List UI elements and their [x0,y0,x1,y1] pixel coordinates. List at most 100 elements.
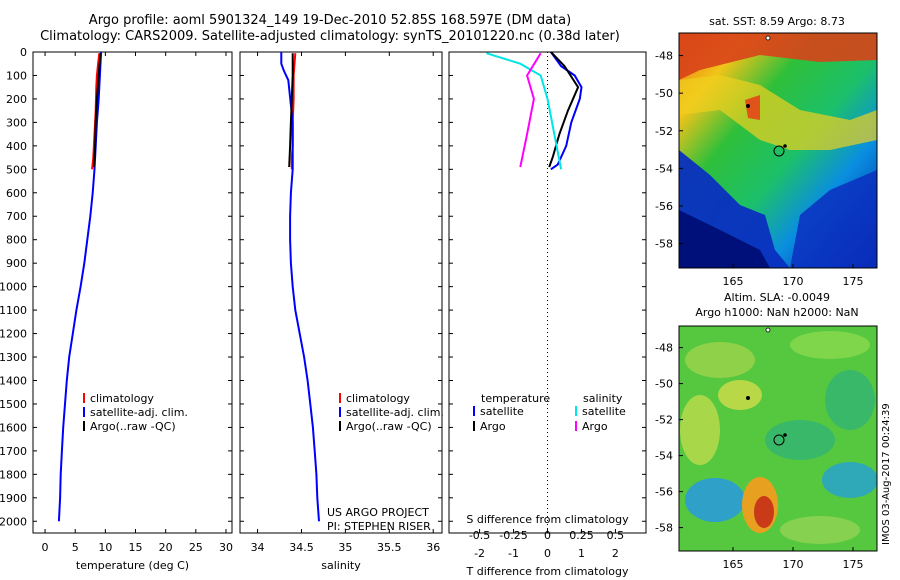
legend-label: satellite [582,405,626,418]
map-lon-label: 165 [723,558,744,571]
sst-map: sat. SST: 8.59 Argo: 8.73 165 170 175 -48 -5… [655,15,878,288]
T-difference-label: T difference from climatology [466,565,629,578]
temperature-xlabel: temperature (deg C) [76,559,189,572]
temperature-xtick-label: 25 [189,541,203,554]
depth-tick-label: 1600 [0,421,27,434]
sst-argo-position-marker [773,145,785,157]
temperature-xtick-label: 30 [219,541,233,554]
depth-tick-label: 1500 [0,398,27,411]
depth-tick-label: 1900 [0,492,27,505]
temperature-plot-area [32,51,233,534]
T-difference-tick-label: 2 [612,547,619,560]
difference-panel: -2 -1 0 1 2 -0.5 -0.25 0 0.25 0.5 S difference fro… [448,51,647,578]
salinity-series-blue [280,52,320,522]
depth-tick-label: 700 [6,210,27,223]
map-lon-label: 170 [783,558,804,571]
difference-series-magenta [519,52,542,168]
figure-title-line1: Argo profile: aoml 5901324_149 19-Dec-20… [88,13,572,28]
depth-tick-label: 1800 [0,468,27,481]
T-difference-tick-label: 0 [544,547,551,560]
depth-tick-label: 600 [6,187,27,200]
S-difference-tick-label: -0.5 [469,529,490,542]
temperature-xtick-label: 0 [42,541,49,554]
T-difference-tick-label: -1 [508,547,519,560]
temperature-xtick-label: 5 [72,541,79,554]
map-lat-label: -52 [655,414,673,427]
map-lon-label: 175 [843,275,864,288]
map-lon-label: 175 [843,558,864,571]
project-annotation: US ARGO PROJECT [327,506,429,519]
map-lat-label: -54 [655,450,673,463]
map-lat-label: -56 [655,486,673,499]
depth-tick-label: 500 [6,163,27,176]
sla-argo-position-marker [773,434,785,446]
figure-title-line2: Climatology: CARS2009. Satellite-adjuste… [40,29,620,44]
legend-label: Argo [480,420,506,433]
depth-tick-label: 300 [6,116,27,129]
map-lat-label: -50 [655,87,673,100]
temperature-xtick-label: 15 [129,541,143,554]
S-difference-tick-label: 0.25 [569,529,594,542]
T-difference-tick-label: -2 [474,547,485,560]
salinity-series-black [288,53,294,168]
depth-tick-label: 1300 [0,351,27,364]
temperature-xtick-label: 10 [98,541,112,554]
S-difference-tick-label: -0.25 [499,529,527,542]
pi-annotation: PI: STEPHEN RISER [327,520,431,533]
legend-temperature-header: temperature [481,392,550,405]
map-lon-label: 170 [783,275,804,288]
map-lat-label: -58 [655,522,673,535]
sla-map-subtitle: Argo h1000: NaN h2000: NaN [695,306,858,319]
legend-label: Argo(..raw -QC) [90,420,176,433]
salinity-xtick-label: 34.5 [289,541,314,554]
depth-tick-label: 1200 [0,328,27,341]
difference-series-cyan [486,52,563,170]
salinity-panel: 34 34.5 35 35.5 36 salinity climatologysatelli… [239,51,444,572]
difference-series-black [548,51,580,168]
temperature-series-black [92,53,102,168]
T-difference-tick-label: 1 [578,547,585,560]
S-difference-label: S difference from climatology [466,513,629,526]
imos-credit: IMOS 03-Aug-2017 00:24:39 [881,403,892,545]
legend-salinity-header: salinity [583,392,623,405]
depth-tick-label: 0 [20,46,27,59]
legend-label: satellite [480,405,524,418]
sst-map-title: sat. SST: 8.59 Argo: 8.73 [709,15,845,28]
legend-label: satellite-adj. clim. [346,406,444,419]
map-lat-label: -48 [655,50,673,63]
temperature-xtick-label: 20 [159,541,173,554]
temperature-panel: 0 5 10 15 20 25 300100200300400500600700800900… [0,46,233,572]
legend-label: Argo [582,420,608,433]
depth-tick-label: 200 [6,93,27,106]
salinity-plot-area [239,51,443,534]
map-lon-label: 165 [723,275,744,288]
map-lat-label: -52 [655,125,673,138]
map-lat-label: -54 [655,162,673,175]
depth-tick-label: 900 [6,257,27,270]
map-lat-label: -50 [655,378,673,391]
map-lat-label: -58 [655,238,673,251]
salinity-xtick-label: 36 [426,541,440,554]
depth-tick-label: 800 [6,234,27,247]
depth-tick-label: 1400 [0,374,27,387]
salinity-xlabel: salinity [321,559,361,572]
map-lat-label: -56 [655,200,673,213]
legend-label: Argo(..raw -QC) [346,420,432,433]
depth-tick-label: 1000 [0,281,27,294]
map-lat-label: -48 [655,342,673,355]
sla-map-title: Altim. SLA: -0.0049 [724,291,830,304]
salinity-xtick-label: 35.5 [377,541,402,554]
legend-label: climatology [346,392,410,405]
salinity-xtick-label: 35 [338,541,352,554]
depth-tick-label: 400 [6,140,27,153]
legend-label: climatology [90,392,154,405]
depth-tick-label: 100 [6,69,27,82]
S-difference-tick-label: 0 [544,529,551,542]
S-difference-tick-label: 0.5 [607,529,625,542]
legend-label: satellite-adj. clim. [90,406,188,419]
depth-tick-label: 1100 [0,304,27,317]
depth-tick-label: 1700 [0,445,27,458]
depth-tick-label: 2000 [0,515,27,528]
salinity-xtick-label: 34 [251,541,265,554]
